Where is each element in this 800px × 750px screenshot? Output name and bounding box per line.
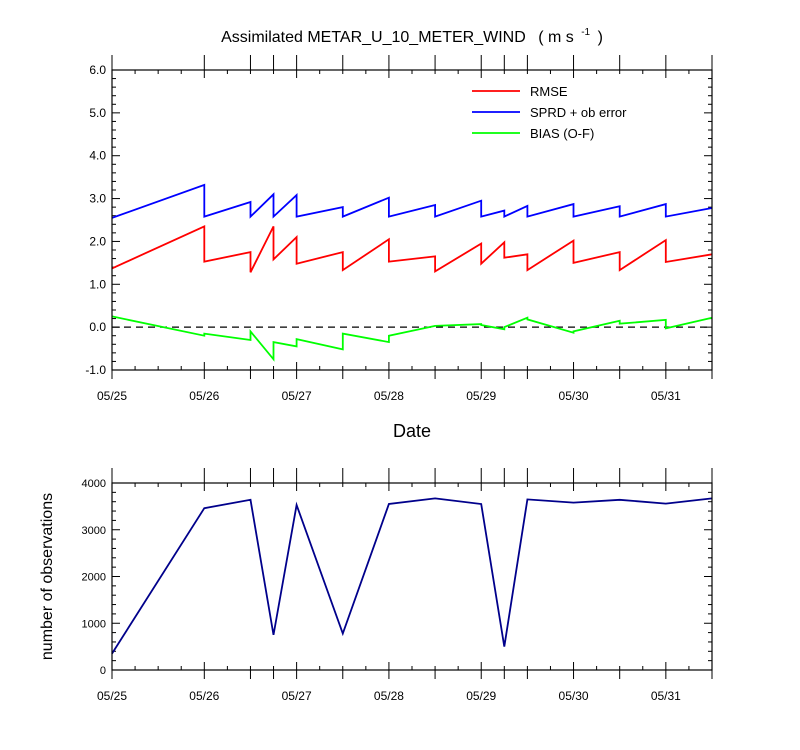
x-tick-label: 05/26 [189, 389, 219, 403]
top-panel-series [111, 183, 713, 362]
x-tick-label: 05/31 [651, 689, 681, 703]
bottom-y-axis-label: number of observations [39, 493, 56, 660]
top-panel-frame [111, 69, 713, 371]
legend-label-bias: BIAS (O-F) [530, 126, 594, 141]
x-tick-label: 05/29 [466, 389, 496, 403]
bias-series-line [111, 315, 713, 362]
legend-label-rmse: RMSE [530, 84, 568, 99]
chart-title-units: ( m s [538, 29, 574, 46]
spread-series-line [111, 183, 713, 219]
x-tick-label: 05/30 [559, 389, 589, 403]
legend: RMSE SPRD + ob error BIAS (O-F) [472, 84, 627, 141]
bottom-panel-frame [111, 482, 713, 671]
bottom-panel-series [111, 497, 713, 655]
observation-count-panel: 0 1000 2000 3000 4000 05/25 05/26 05/27 05/28 05/… [39, 468, 713, 703]
x-tick-label: 05/25 [97, 389, 127, 403]
y-tick-label: 6.0 [89, 63, 106, 77]
y-tick-label: 3.0 [89, 192, 106, 206]
y-tick-label: 0 [100, 665, 106, 677]
y-tick-label: 0.0 [89, 320, 106, 334]
top-x-axis-label: Date [393, 421, 431, 441]
x-tick-label: 05/26 [189, 689, 219, 703]
chart-title-units-exponent: -1 [581, 27, 590, 38]
x-tick-label: 05/27 [282, 689, 312, 703]
y-tick-label: 4.0 [89, 149, 106, 163]
x-tick-label: 05/28 [374, 689, 404, 703]
legend-label-spread: SPRD + ob error [530, 105, 627, 120]
y-tick-label: 2000 [82, 572, 106, 584]
y-tick-label: 1.0 [89, 277, 106, 291]
y-tick-label: -1.0 [85, 363, 106, 377]
y-tick-label: 2.0 [89, 234, 106, 248]
rmse-bias-panel: -1.0 0.0 1.0 2.0 3.0 4.0 5.0 6.0 05/25 05/26 05/27… [85, 55, 713, 441]
y-tick-label: 3000 [82, 525, 106, 537]
chart-title: Assimilated METAR_U_10_METER_WIND ( m s … [221, 22, 603, 46]
rmse-series-line [111, 225, 713, 273]
y-tick-label: 4000 [82, 478, 106, 490]
x-tick-label: 05/31 [651, 389, 681, 403]
x-tick-label: 05/28 [374, 389, 404, 403]
observation-count-line [111, 497, 713, 655]
chart-title-main: Assimilated METAR_U_10_METER_WIND [221, 29, 526, 46]
x-tick-label: 05/29 [466, 689, 496, 703]
y-tick-label: 1000 [82, 618, 106, 630]
y-tick-label: 5.0 [89, 106, 106, 120]
chart-title-units-close: ) [598, 29, 603, 46]
x-tick-label: 05/25 [97, 689, 127, 703]
bottom-panel-ticks: 0 1000 2000 3000 4000 05/25 05/26 05/27 05/28 05/… [82, 468, 713, 703]
x-tick-label: 05/27 [282, 389, 312, 403]
x-tick-label: 05/30 [559, 689, 589, 703]
